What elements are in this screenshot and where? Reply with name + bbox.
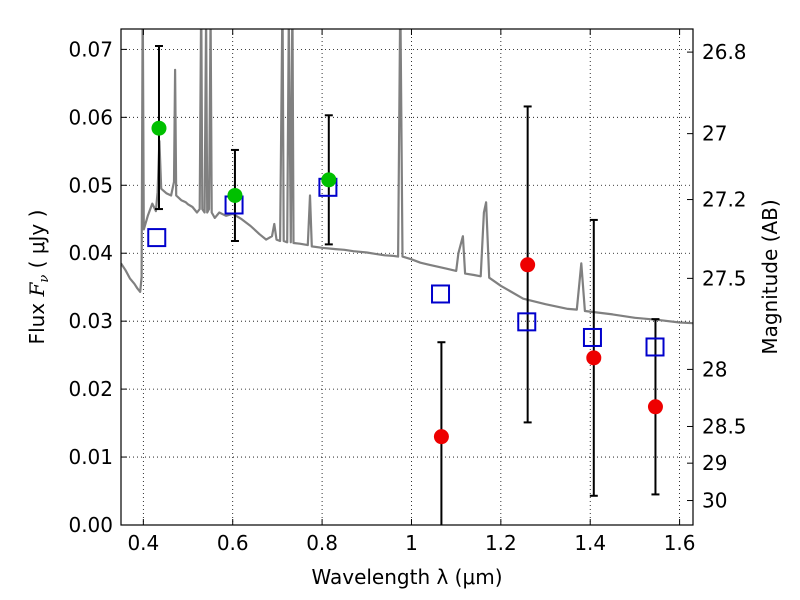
x-tick-label: 0.6 <box>217 531 249 555</box>
model-spectrum-layer <box>121 29 693 325</box>
magnitude-tick-label: 28 <box>702 357 727 381</box>
model-photometry-square <box>517 312 537 332</box>
optical-flux-point <box>321 172 337 188</box>
model-photometry-square <box>645 337 665 357</box>
x-tick-label: 1 <box>405 531 418 555</box>
x-tick-label: 1.2 <box>485 531 517 555</box>
nir-flux-point <box>586 350 602 366</box>
y-axis-ticks: 0.00 0.01 0.02 0.03 0.04 0.05 0.06 0.07 <box>68 37 127 537</box>
x-tick-label: 1.4 <box>574 531 606 555</box>
y-tick-label: 0.06 <box>68 105 113 129</box>
magnitude-tick-label: 27.2 <box>702 188 747 212</box>
x-axis-label: Wavelength λ (μm) <box>311 565 502 589</box>
y-axis-label: Flux Fν ( μJy ) <box>25 210 52 345</box>
magnitude-tick-label: 29 <box>702 451 727 475</box>
y-tick-label: 0.02 <box>68 377 113 401</box>
magnitude-tick-label: 27.5 <box>702 266 747 290</box>
nir-flux-point <box>647 399 663 415</box>
nir-flux-point <box>520 257 536 273</box>
y-tick-label: 0.00 <box>68 513 113 537</box>
magnitude-axis-ticks: 26.8 27 27.2 27.5 28 28.5 29 30 <box>687 40 747 513</box>
y-tick-label: 0.01 <box>68 445 113 469</box>
magnitude-tick-label: 30 <box>702 489 727 513</box>
data-markers <box>147 120 665 445</box>
magnitude-axis-label: Magnitude (AB) <box>758 199 782 354</box>
magnitude-tick-label: 26.8 <box>702 40 747 64</box>
nir-flux-point <box>433 429 449 445</box>
model-spectrum-line <box>121 29 693 325</box>
model-photometry-square <box>582 327 602 347</box>
magnitude-tick-label: 27 <box>702 122 727 146</box>
model-photometry-square <box>147 228 167 248</box>
x-axis-ticks: 0.4 0.6 0.8 1 1.2 1.4 1.6 <box>127 29 696 555</box>
y-tick-label: 0.07 <box>68 37 113 61</box>
x-tick-label: 0.8 <box>306 531 338 555</box>
optical-flux-point <box>151 120 167 136</box>
model-photometry-square <box>431 284 451 304</box>
magnitude-tick-label: 28.5 <box>702 414 747 438</box>
y-tick-label: 0.03 <box>68 309 113 333</box>
x-tick-label: 0.4 <box>127 531 159 555</box>
y-tick-label: 0.04 <box>68 241 113 265</box>
optical-flux-point <box>227 187 243 203</box>
plot-frame <box>120 28 694 526</box>
y-tick-label: 0.05 <box>68 173 113 197</box>
x-tick-label: 1.6 <box>664 531 696 555</box>
